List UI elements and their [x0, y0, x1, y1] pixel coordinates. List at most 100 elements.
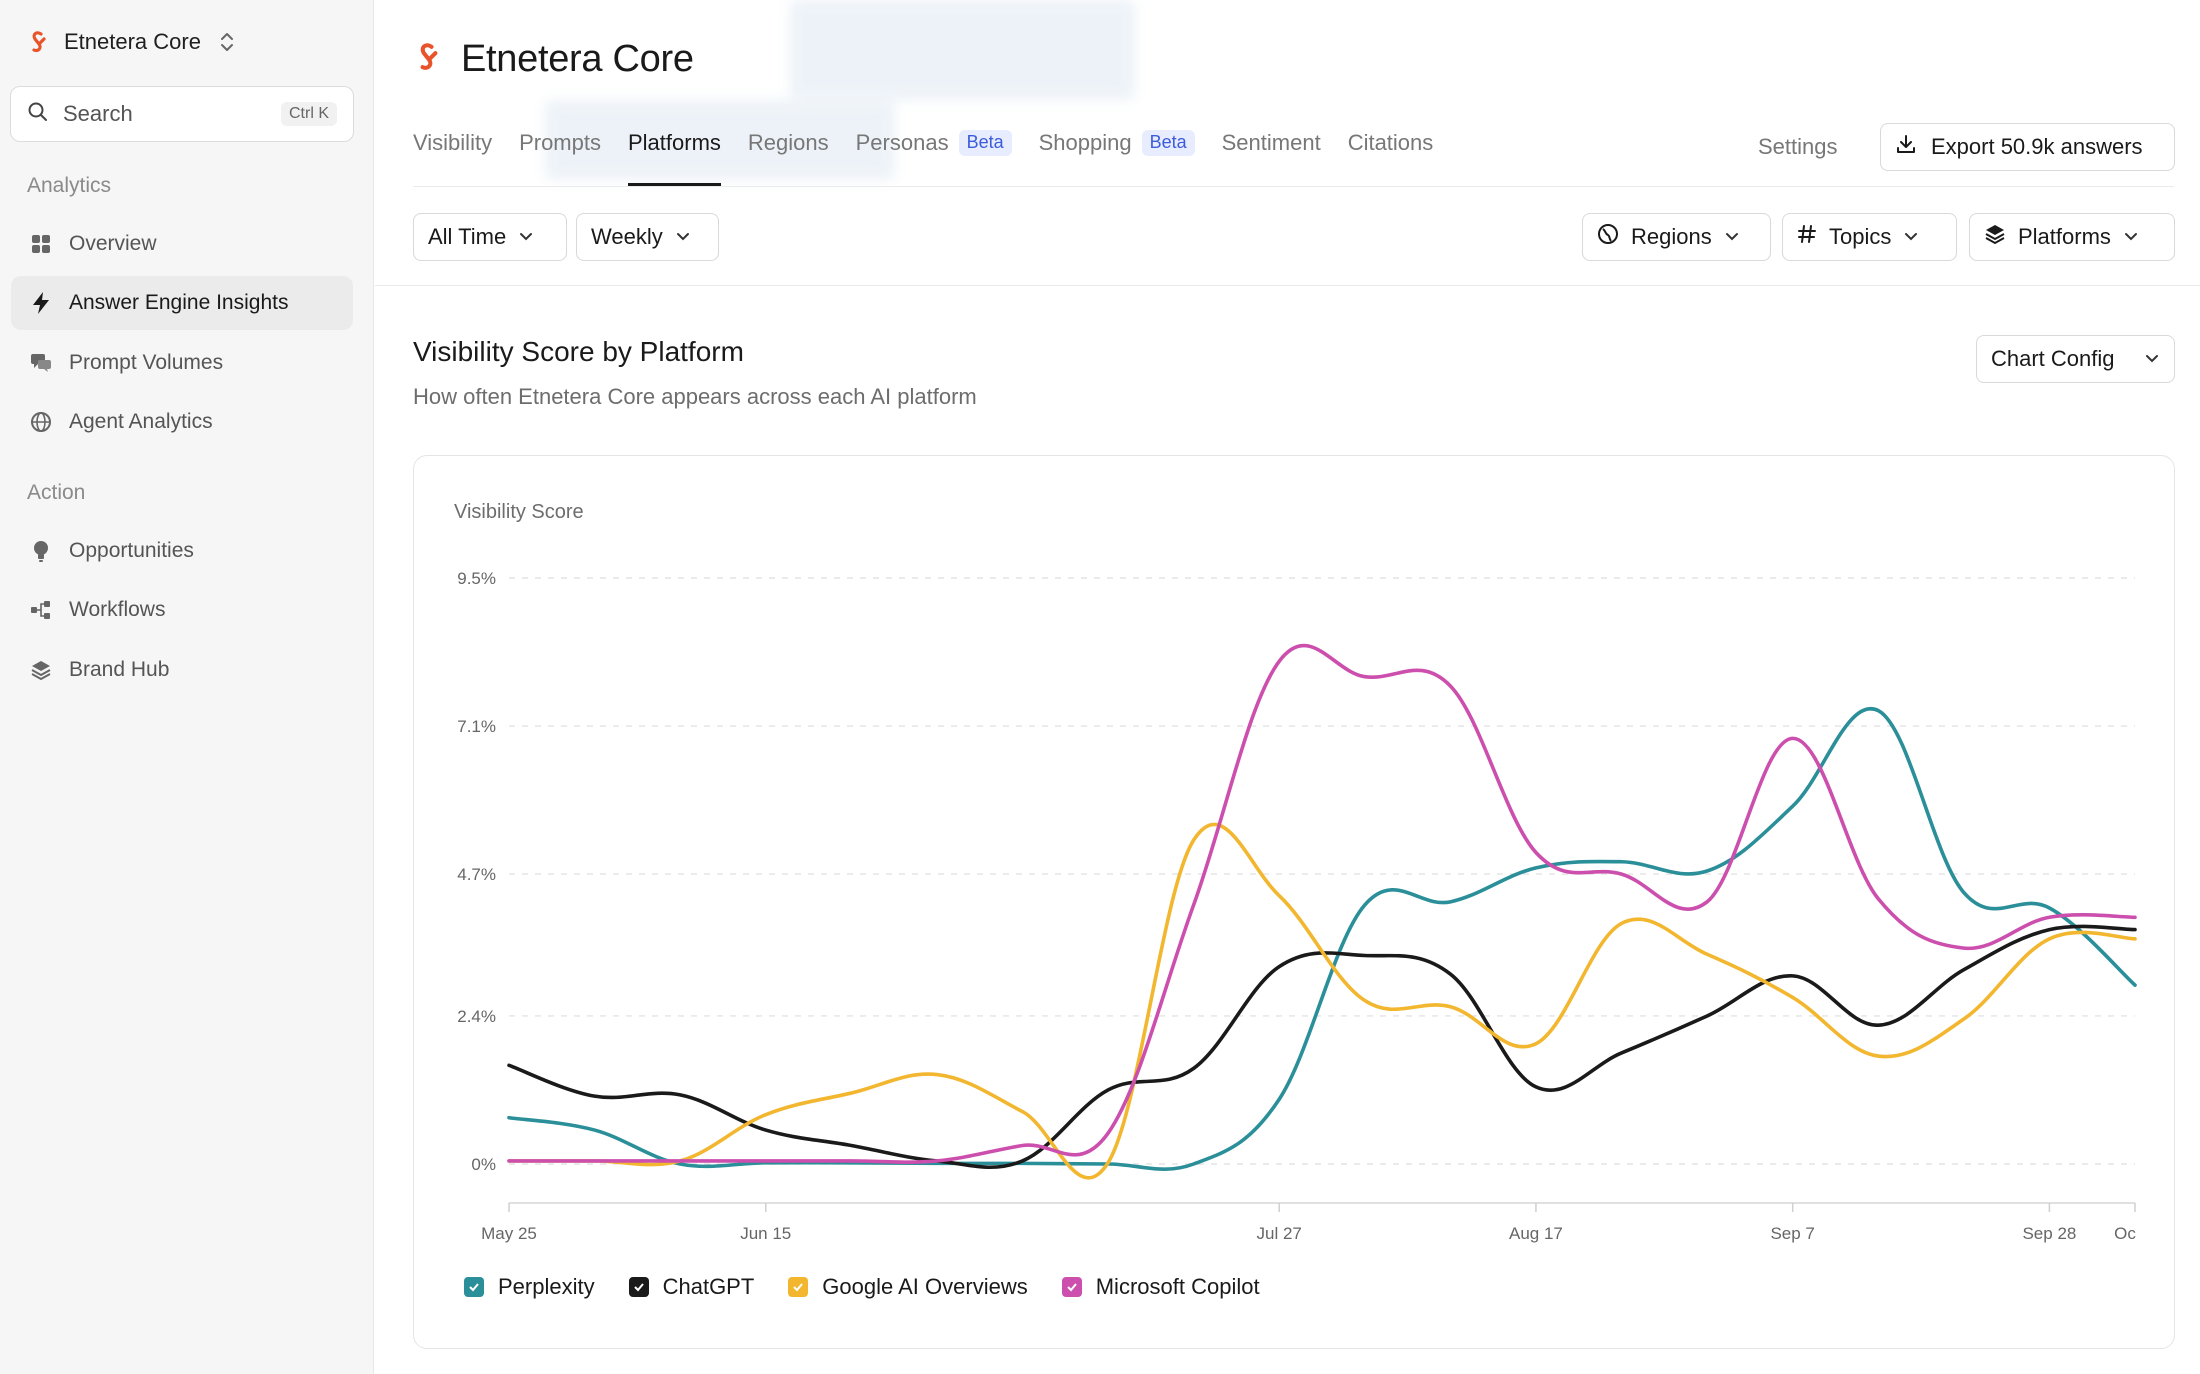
beta-badge: Beta	[958, 130, 1012, 156]
search-input[interactable]: Search Ctrl K	[10, 86, 354, 142]
topics-label: Topics	[1829, 224, 1892, 249]
brand-logo-icon	[26, 29, 52, 55]
sidebar-item-answer-engine-insights[interactable]: Answer Engine Insights	[11, 276, 353, 330]
search-label: Search	[63, 101, 133, 126]
regions-filter[interactable]: Regions	[1582, 213, 1771, 261]
sidebar-item-agent-analytics[interactable]: Agent Analytics	[11, 395, 353, 449]
tab-sentiment[interactable]: Sentiment	[1222, 130, 1321, 186]
tab-prompts[interactable]: Prompts	[519, 130, 601, 186]
chart-config-label: Chart Config	[1991, 346, 2115, 371]
chevron-down-icon	[675, 224, 691, 250]
y-tick-label: 2.4%	[457, 1007, 496, 1026]
search-icon	[27, 101, 49, 128]
section-label-action: Action	[27, 481, 86, 504]
platforms-filter[interactable]: Platforms	[1969, 213, 2175, 261]
beta-badge: Beta	[1141, 130, 1195, 156]
globe-icon	[1597, 223, 1619, 251]
series-line-microsoft-copilot	[507, 643, 2137, 1164]
x-tick-label: Oc	[2114, 1224, 2136, 1243]
sidebar-item-workflows[interactable]: Workflows	[11, 583, 353, 637]
y-tick-label: 4.7%	[457, 865, 496, 884]
brand-logo-icon	[415, 40, 443, 79]
x-tick-label: Sep 7	[1770, 1224, 1814, 1243]
sidebar-item-opportunities[interactable]: Opportunities	[11, 524, 353, 578]
granularity-value: Weekly	[591, 224, 663, 249]
chevron-down-icon	[1724, 224, 1740, 250]
legend-label: Google AI Overviews	[822, 1274, 1028, 1299]
sidebar: Etnetera Core Search Ctrl K Analytics Ov…	[0, 0, 374, 1374]
checkbox-checked-icon	[788, 1277, 809, 1297]
filter-divider	[375, 285, 2200, 286]
tab-visibility[interactable]: Visibility	[413, 130, 492, 186]
tab-label: Platforms	[627, 130, 721, 155]
search-shortcut: Ctrl K	[281, 102, 337, 126]
main-content: Etnetera Core Visibility Prompts Platfor…	[375, 0, 2200, 1374]
sidebar-item-prompt-volumes[interactable]: Prompt Volumes	[11, 336, 353, 390]
sidebar-item-label: Brand Hub	[69, 658, 170, 681]
y-tick-label: 9.5%	[457, 569, 496, 588]
chart-config-button[interactable]: Chart Config	[1976, 335, 2175, 383]
granularity-select[interactable]: Weekly	[576, 213, 719, 261]
checkbox-checked-icon	[464, 1277, 484, 1297]
chart-card: Visibility Score 9.5% 7.1% 4.7% 2.4% 0% May 25…	[413, 455, 2175, 1349]
workspace-name: Etnetera Core	[64, 29, 201, 54]
page-header: Etnetera Core	[415, 38, 694, 81]
legend-item-microsoft-copilot[interactable]: Microsoft Copilot	[1061, 1274, 1260, 1300]
lightbulb-icon	[29, 539, 53, 563]
workflow-icon	[29, 598, 53, 622]
legend-item-chatgpt[interactable]: ChatGPT	[628, 1274, 755, 1300]
y-tick-label: 7.1%	[457, 717, 496, 736]
background-ghost	[545, 100, 895, 180]
sidebar-item-overview[interactable]: Overview	[11, 217, 353, 271]
background-ghost	[790, 0, 1135, 100]
tab-personas[interactable]: Personas Beta	[856, 130, 1012, 186]
platforms-label: Platforms	[2018, 224, 2111, 249]
time-range-value: All Time	[428, 224, 507, 249]
x-tick-label: May 25	[481, 1224, 537, 1243]
series-line-chatgpt	[507, 924, 2137, 1170]
tab-label: Personas	[855, 130, 949, 155]
sidebar-item-brand-hub[interactable]: Brand Hub	[11, 643, 353, 697]
x-tick-label: Aug 17	[1509, 1224, 1563, 1243]
sidebar-item-label: Overview	[69, 232, 157, 255]
visibility-line-chart[interactable]: Visibility Score 9.5% 7.1% 4.7% 2.4% 0% May 25…	[414, 456, 2176, 1256]
chevron-down-icon	[2123, 224, 2139, 250]
workspace-switcher[interactable]: Etnetera Core	[26, 24, 239, 60]
settings-link[interactable]: Settings	[1758, 134, 1838, 159]
series-line-google-ai-overviews	[507, 822, 2137, 1180]
sidebar-item-label: Agent Analytics	[69, 410, 213, 433]
legend-label: Microsoft Copilot	[1095, 1274, 1260, 1299]
x-tick-label: Jul 27	[1257, 1224, 1302, 1243]
regions-label: Regions	[1631, 224, 1712, 249]
tab-shopping[interactable]: Shopping Beta	[1039, 130, 1195, 186]
export-label: Export 50.9k answers	[1931, 134, 2143, 159]
tab-label: Prompts	[519, 130, 601, 155]
tab-label: Regions	[747, 130, 829, 155]
page-title: Etnetera Core	[461, 38, 694, 80]
topics-filter[interactable]: Topics	[1782, 213, 1957, 261]
section-subtitle: How often Etnetera Core appears across e…	[413, 384, 977, 409]
tab-label: Visibility	[413, 130, 493, 155]
tab-regions[interactable]: Regions	[748, 130, 829, 186]
tab-platforms[interactable]: Platforms	[627, 130, 721, 186]
chevron-down-icon	[518, 224, 534, 250]
download-icon	[1895, 133, 1917, 161]
tab-citations[interactable]: Citations	[1348, 130, 1434, 186]
export-button[interactable]: Export 50.9k answers	[1880, 123, 2175, 171]
legend-label: Perplexity	[498, 1274, 595, 1299]
legend-label: ChatGPT	[662, 1274, 755, 1299]
chevron-down-icon	[2144, 346, 2160, 372]
tab-label: Shopping	[1038, 130, 1132, 155]
bolt-icon	[29, 291, 53, 315]
time-range-select[interactable]: All Time	[413, 213, 567, 261]
legend-item-perplexity[interactable]: Perplexity	[464, 1274, 595, 1300]
chart-legend: Perplexity ChatGPT Google AI Overviews M…	[464, 1274, 1260, 1300]
layers-icon	[29, 658, 53, 682]
chat-bubbles-icon	[29, 351, 53, 375]
x-tick-label: Jun 15	[740, 1224, 791, 1243]
section-label-analytics: Analytics	[27, 174, 112, 197]
legend-item-google-ai-overviews[interactable]: Google AI Overviews	[788, 1274, 1028, 1300]
grid-icon	[29, 232, 53, 256]
sidebar-item-label: Opportunities	[69, 539, 194, 562]
globe-icon	[29, 410, 53, 434]
